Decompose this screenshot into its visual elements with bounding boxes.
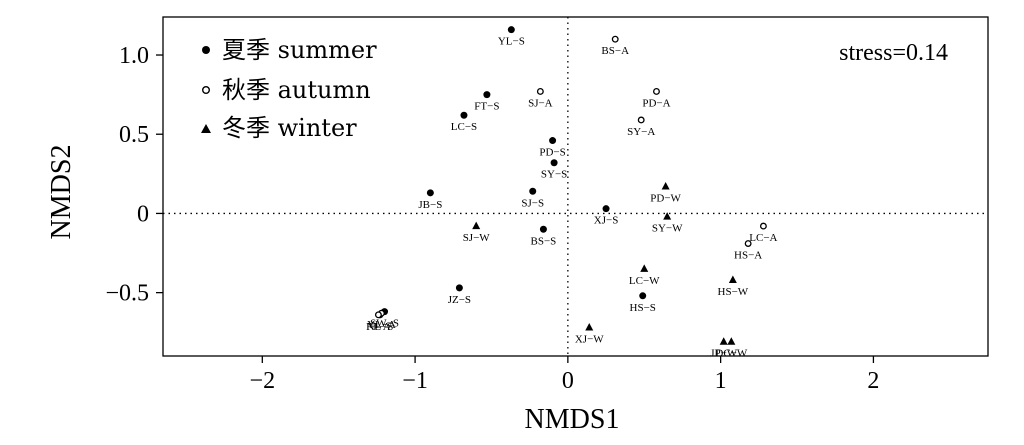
legend-summer-marker (202, 46, 210, 54)
point-label: SW−S (370, 318, 399, 330)
winter-point (472, 221, 481, 230)
point-label: SY−A (627, 126, 655, 138)
plot-frame (162, 16, 989, 357)
point-label: LC−S (451, 121, 477, 133)
point-label: XJ−S (594, 215, 619, 227)
x-tick-label: −1 (402, 368, 428, 394)
autumn-point (637, 116, 645, 124)
x-tick-label: 1 (715, 368, 727, 394)
point-label: HS−A (734, 250, 762, 262)
x-axis-title: NMDS1 (525, 404, 620, 435)
legend-autumn-label: 秋季 autumn (222, 76, 371, 104)
summer-point (539, 225, 547, 233)
summer-point (460, 111, 468, 119)
autumn-point (536, 88, 544, 95)
summer-point (507, 26, 515, 34)
point-label: LC−A (749, 232, 777, 244)
autumn-point (374, 311, 382, 319)
reference-lines (163, 17, 988, 356)
winter-point (663, 212, 672, 220)
point-label: SY−W (652, 223, 683, 235)
winter-point (727, 337, 736, 345)
summer-point (483, 91, 491, 99)
autumn-point (611, 35, 619, 43)
point-label: XJ−W (575, 333, 604, 345)
point-label: SJ−W (463, 232, 491, 244)
summer-point (639, 292, 647, 300)
summer-point (602, 205, 610, 213)
point-label: PD−W (650, 193, 681, 205)
data-points (374, 26, 767, 345)
point-label: HS−S (630, 302, 656, 314)
point-label: SJ−S (521, 197, 544, 209)
summer-point (550, 159, 558, 167)
point-labels: YL−S FT−S LC−S PD−S SY−S JB−S SJ−S XJ−S BS−S JZ−S… (366, 36, 777, 360)
point-label: YL−A (367, 319, 396, 331)
autumn-point (744, 240, 752, 247)
point-label: DC−W (715, 348, 747, 360)
legend-winter-marker (201, 124, 211, 133)
legend-winter-label: 冬季 winter (222, 114, 357, 142)
point-label: JB−S (418, 199, 442, 211)
y-tick-label: 1.0 (119, 43, 149, 69)
y-tick-label: −0.5 (105, 281, 149, 307)
y-tick-label: 0 (137, 201, 149, 227)
point-label: BS−A (601, 45, 629, 57)
summer-point (426, 189, 434, 197)
point-label: FJ−A (366, 321, 391, 333)
x-tick-label: 2 (867, 368, 879, 394)
point-label: PD−S (539, 147, 565, 159)
x-tick-label: −2 (250, 368, 276, 394)
point-label: HS−W (718, 286, 749, 298)
summer-point (529, 187, 537, 195)
x-tick-label: 0 (562, 368, 574, 394)
winter-point (585, 322, 594, 331)
autumn-point (653, 88, 660, 95)
point-label: SY−S (541, 169, 567, 181)
winter-point (728, 275, 737, 283)
autumn-point (759, 222, 767, 230)
winter-point (661, 182, 670, 190)
point-label: SJ−A (528, 97, 553, 109)
legend: 夏季 summer 秋季 autumn 冬季 winter (201, 36, 377, 142)
point-label: FT−S (474, 101, 499, 113)
point-label: LC−W (629, 275, 660, 287)
summer-point (455, 284, 463, 292)
point-label: JZ−S (448, 294, 471, 306)
axes: −2 −1 0 1 2 −0.5 0 0.5 1.0 (105, 16, 989, 394)
winter-point (640, 264, 649, 272)
winter-point (719, 337, 728, 345)
point-label: YL−S (498, 36, 525, 48)
point-label: JP−W (710, 348, 738, 360)
y-tick-label: 0.5 (119, 122, 149, 148)
point-label: PD−A (642, 97, 670, 109)
summer-point (549, 137, 557, 145)
legend-summer-label: 夏季 summer (222, 36, 377, 64)
legend-autumn-marker (201, 85, 210, 94)
y-axis-title: NMDS2 (46, 145, 77, 240)
point-label: BS−S (531, 235, 557, 247)
point-label: NL−S (366, 321, 393, 333)
stress-annotation: stress=0.14 (839, 40, 948, 66)
